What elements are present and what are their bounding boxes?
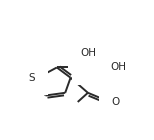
Text: O: O [111,97,119,107]
Text: OH: OH [81,48,96,58]
Text: S: S [29,73,35,83]
Text: B: B [85,62,92,73]
Text: OH: OH [110,62,126,73]
